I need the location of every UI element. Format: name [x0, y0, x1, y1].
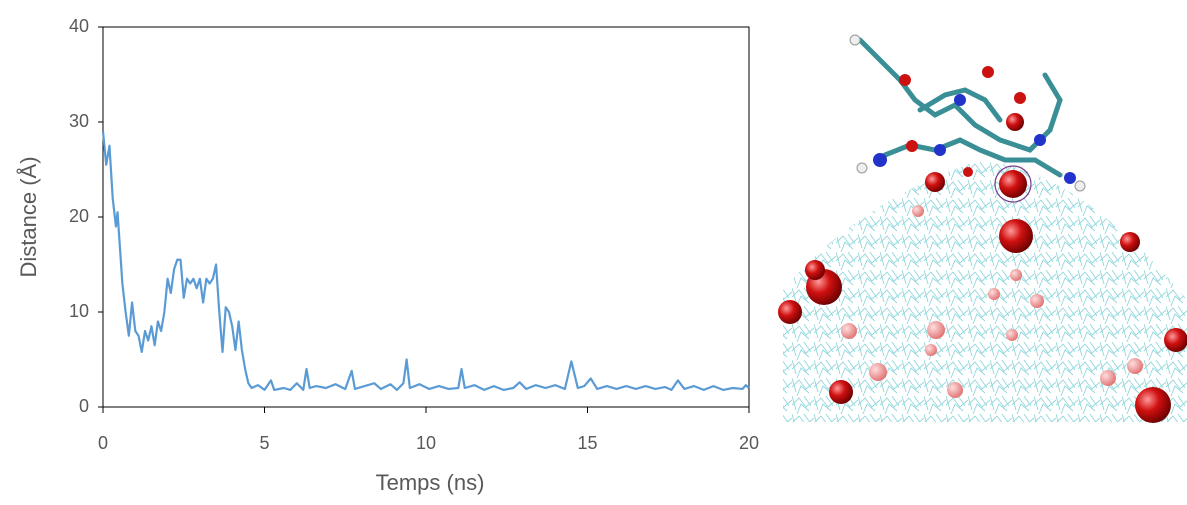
y-tick-label: 10	[69, 301, 89, 321]
plot-frame	[102, 26, 750, 408]
y-axis-title: Distance (Å)	[16, 156, 41, 277]
x-tick-label: 20	[739, 433, 759, 453]
x-tick-label: 5	[259, 433, 269, 453]
x-axis-title: Temps (ns)	[376, 470, 485, 495]
x-tick-label: 10	[416, 433, 436, 453]
y-tick-label: 0	[79, 396, 89, 416]
molecular-image	[778, 34, 1187, 423]
y-tick-label: 20	[69, 206, 89, 226]
y-tick-label: 40	[69, 16, 89, 36]
x-tick-label: 0	[98, 433, 108, 453]
data-line	[101, 131, 750, 391]
y-tick-label: 30	[69, 111, 89, 131]
x-tick-label: 15	[577, 433, 597, 453]
